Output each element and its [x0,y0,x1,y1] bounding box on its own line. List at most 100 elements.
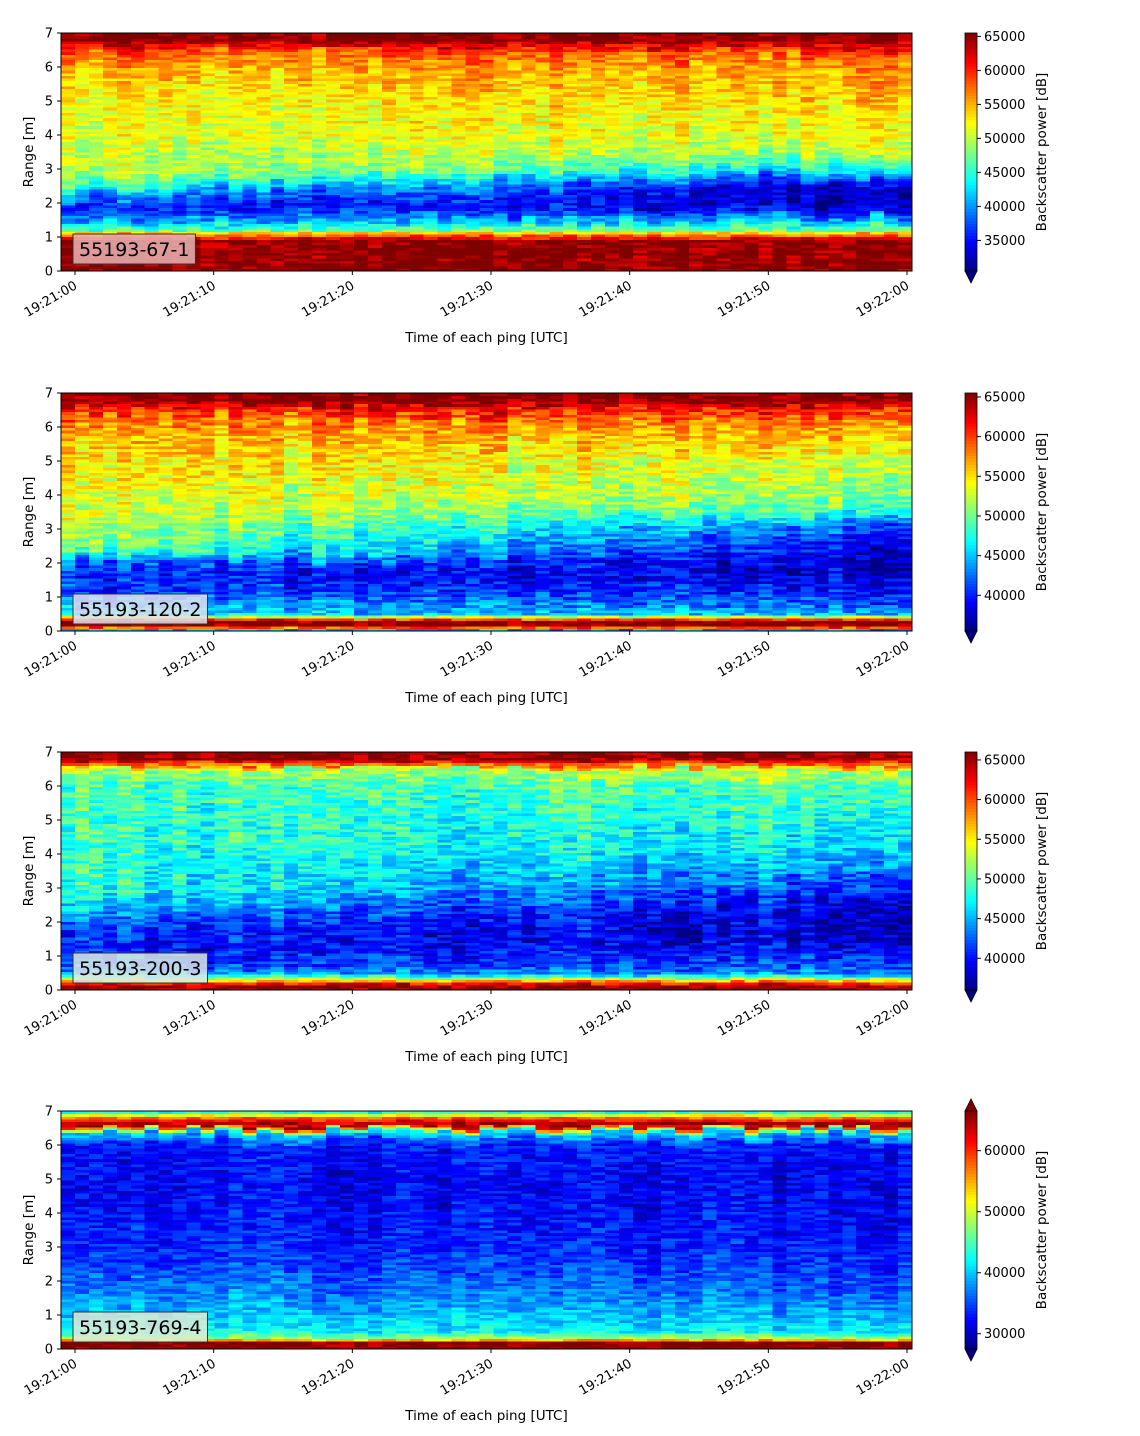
heatmap-cell [298,85,313,90]
heatmap-cell [451,96,467,100]
heatmap-cell [507,117,522,121]
heatmap-cell [74,226,90,230]
heatmap-cell [451,149,467,153]
heatmap-cell [88,175,104,180]
heatmap-cell [284,67,299,71]
heatmap-cell [409,96,425,100]
heatmap-cell [74,173,90,177]
heatmap-cell [116,51,132,55]
heatmap-cell [61,207,76,211]
heatmap-cell [395,231,411,235]
heatmap-cell [200,207,216,211]
heatmap-cell [312,231,327,235]
heatmap-cell [423,62,439,66]
heatmap-cell [367,130,383,135]
heatmap-cell [312,157,327,161]
heatmap-cell [326,170,341,174]
heatmap-cell [423,144,439,148]
heatmap-cell [340,265,355,269]
heatmap-cell [74,35,90,39]
heatmap-cell [409,40,425,45]
heatmap-cell [130,40,146,45]
heatmap-cell [340,104,355,108]
heatmap-cell [465,202,481,206]
heatmap-cell [214,220,230,224]
heatmap-cell [298,189,313,193]
heatmap-cell [214,51,230,55]
heatmap-cell [61,154,76,158]
heatmap-cell [172,75,188,79]
heatmap-cell [130,141,146,145]
heatmap-1 [61,33,913,272]
heatmap-cell [395,85,411,90]
heatmap-cell [312,170,327,174]
heatmap-cell [172,175,188,180]
heatmap-cell [256,114,271,119]
heatmap-cell [521,194,536,198]
heatmap-cell [228,215,243,219]
heatmap-cell [493,46,509,50]
heatmap-cell [312,218,327,222]
heatmap-cell [353,40,369,45]
heatmap-cell [214,67,230,71]
heatmap-cell [144,173,160,177]
heatmap-cell [284,101,299,105]
heatmap-cell [88,51,104,55]
heatmap-cell [74,159,90,164]
heatmap-cell [381,72,397,76]
heatmap-cell [61,133,76,137]
heatmap-cell [102,218,118,222]
heatmap-cell [395,120,411,124]
heatmap-cell [130,91,146,95]
heatmap-cell [395,35,411,39]
heatmap-cell [535,199,550,203]
heatmap-cell [214,117,230,121]
heatmap-cell [367,120,383,124]
heatmap-cell [158,54,174,58]
heatmap-cell [367,112,383,116]
heatmap-cell [507,239,522,243]
heatmap-cell [61,48,76,53]
heatmap-cell [228,231,243,235]
heatmap-cell [270,178,285,182]
heatmap-cell [200,204,216,209]
heatmap-cell [521,152,536,156]
heatmap-cell [312,120,327,124]
heatmap-cell [130,189,146,193]
heatmap-cell [465,109,481,113]
heatmap-cell [116,159,132,164]
heatmap-cell [312,149,327,153]
heatmap-cell [465,170,481,174]
heatmap-cell [451,231,467,235]
heatmap-cell [451,255,467,259]
heatmap-cell [270,202,285,206]
heatmap-cell [353,136,369,140]
heatmap-cell [367,159,383,164]
heatmap-cell [270,268,285,272]
heatmap-cell [465,167,481,172]
heatmap-cell [256,239,271,243]
heatmap-cell [326,48,341,53]
heatmap-cell [144,130,160,135]
heatmap-cell [312,80,327,84]
heatmap-cell [74,138,90,143]
heatmap-cell [423,133,439,137]
heatmap-cell [312,252,327,256]
heatmap-cell [158,157,174,161]
heatmap-cell [437,109,453,113]
heatmap-cell [437,255,453,259]
heatmap-cell [228,204,243,209]
heatmap-cell [130,223,146,227]
heatmap-cell [74,107,90,111]
heatmap-cell [367,107,383,111]
heatmap-cell [200,183,216,187]
heatmap-cell [298,233,313,238]
heatmap-cell [298,241,313,246]
heatmap-cell [353,48,369,53]
heatmap-cell [340,80,355,84]
heatmap-cell [437,207,453,211]
heatmap-cell [88,77,104,82]
heatmap-cell [409,159,425,164]
heatmap-cell [367,88,383,92]
heatmap-cell [61,255,76,259]
